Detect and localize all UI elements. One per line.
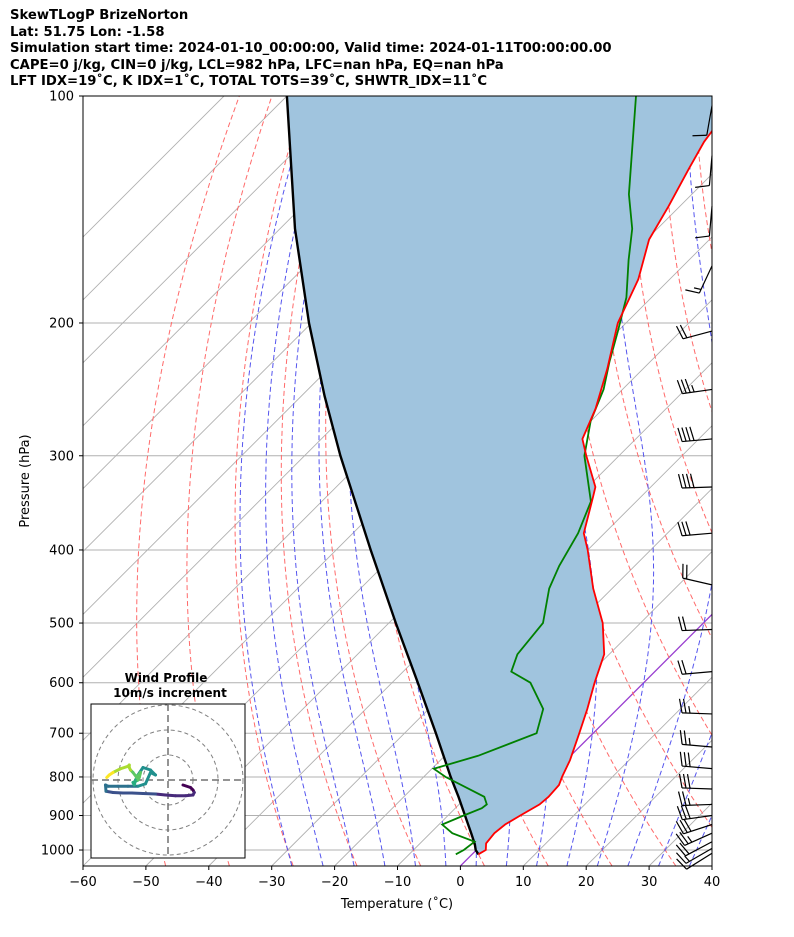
wind-barb <box>677 791 713 807</box>
dry-adiabat <box>234 96 305 866</box>
wind-barb <box>677 616 713 632</box>
x-tick-label: −60 <box>69 875 96 890</box>
wind-barb <box>695 155 713 188</box>
chart-header: SkewTLogP BrizeNorton Lat: 51.75 Lon: -1… <box>10 8 790 91</box>
moist-adiabat <box>627 96 712 866</box>
y-tick-label: 100 <box>49 90 74 105</box>
isotherm-line <box>522 676 712 866</box>
dry-adiabat <box>280 96 358 866</box>
isotherm-line <box>83 96 351 364</box>
x-tick-label: 20 <box>578 875 595 890</box>
title-times: Simulation start time: 2024-01-10_00:00:… <box>10 41 612 56</box>
y-tick-label: 300 <box>49 449 74 464</box>
y-tick-label: 1000 <box>41 844 74 859</box>
moist-adiabat <box>239 96 312 866</box>
wind-barb <box>676 804 713 821</box>
parcel-shading <box>286 96 712 855</box>
isotherm-line <box>271 425 712 866</box>
moist-adiabat <box>318 96 386 866</box>
x-tick-label: 40 <box>704 875 721 890</box>
dry-adiabat <box>662 96 712 414</box>
y-tick-label: 600 <box>49 676 74 691</box>
isotherm-line <box>711 865 712 866</box>
isotherm-line <box>83 96 225 238</box>
hodograph-trace-segment <box>130 791 145 795</box>
y-tick-label: 200 <box>49 316 74 331</box>
wind-barb <box>675 841 713 857</box>
wind-barb <box>678 698 713 715</box>
x-tick-label: −30 <box>258 875 285 890</box>
wind-barb <box>675 831 713 846</box>
dry-adiabat <box>761 96 794 866</box>
dry-adiabat <box>595 96 712 640</box>
dry-adiabat <box>325 96 422 866</box>
dry-adiabat <box>367 96 485 866</box>
hodograph-trace-segment <box>105 774 110 779</box>
dewpoint-line <box>431 96 637 856</box>
isotherm-line <box>83 96 414 427</box>
isotherm-line <box>459 613 712 866</box>
wind-barb <box>675 847 713 864</box>
moist-adiabat <box>658 731 712 866</box>
hodograph-trace-segment <box>141 792 157 796</box>
hodograph-title: Wind Profile <box>125 671 208 685</box>
wind-barb <box>685 265 713 294</box>
x-tick-label: 0 <box>456 875 464 890</box>
wind-barb <box>677 473 713 489</box>
title-station: SkewTLogP BrizeNorton <box>10 8 189 23</box>
wind-barb <box>679 730 713 748</box>
wind-barb <box>695 206 713 239</box>
hodograph-trace-segment <box>144 771 152 786</box>
wind-barb <box>675 818 713 835</box>
dry-adiabat <box>728 96 794 866</box>
isotherm-line <box>83 96 288 301</box>
hodograph-trace-segment <box>111 791 125 795</box>
hodograph-trace-segment <box>154 792 167 797</box>
wind-barb <box>677 660 713 675</box>
x-tick-label: −10 <box>384 875 411 890</box>
title-cape: CAPE=0 j/kg, CIN=0 j/kg, LCL=982 hPa, LF… <box>10 57 504 73</box>
y-tick-label: 500 <box>49 617 74 632</box>
x-tick-label: 10 <box>515 875 532 890</box>
dry-adiabat <box>186 96 273 866</box>
wind-barb <box>678 773 713 790</box>
title-indices: LFT IDX=19˚C, K IDX=1˚C, TOTAL TOTS=39˚C… <box>10 74 488 89</box>
hodograph-trace-segment <box>164 793 177 798</box>
wind-barb <box>692 105 713 137</box>
y-axis-label: Pressure (hPa) <box>18 434 33 527</box>
y-tick-label: 900 <box>49 809 74 824</box>
moist-adiabat <box>596 96 655 866</box>
moist-adiabat <box>265 96 330 866</box>
wind-barb <box>675 324 713 340</box>
wind-barb <box>677 521 713 537</box>
wind-barb <box>676 852 713 870</box>
temperature-line <box>477 129 712 856</box>
hodograph-subtitle: 10m/s increment <box>113 686 227 700</box>
parcel-path-line <box>285 96 480 855</box>
x-tick-label: −50 <box>132 875 159 890</box>
x-tick-label: −20 <box>321 875 348 890</box>
x-axis-label: Temperature (˚C) <box>340 896 453 912</box>
moist-adiabat <box>291 96 355 866</box>
wind-barb <box>676 378 713 395</box>
title-latlon: Lat: 51.75 Lon: -1.58 <box>10 24 165 40</box>
moist-adiabat <box>720 96 794 866</box>
x-tick-label: −40 <box>195 875 222 890</box>
y-tick-label: 700 <box>49 727 74 742</box>
wind-barb <box>677 426 713 443</box>
wind-barb <box>682 563 713 586</box>
x-tick-label: 30 <box>641 875 658 890</box>
y-tick-label: 800 <box>49 770 74 785</box>
y-tick-label: 400 <box>49 543 74 558</box>
wind-barb <box>679 751 713 770</box>
wind-barbs <box>675 105 713 870</box>
